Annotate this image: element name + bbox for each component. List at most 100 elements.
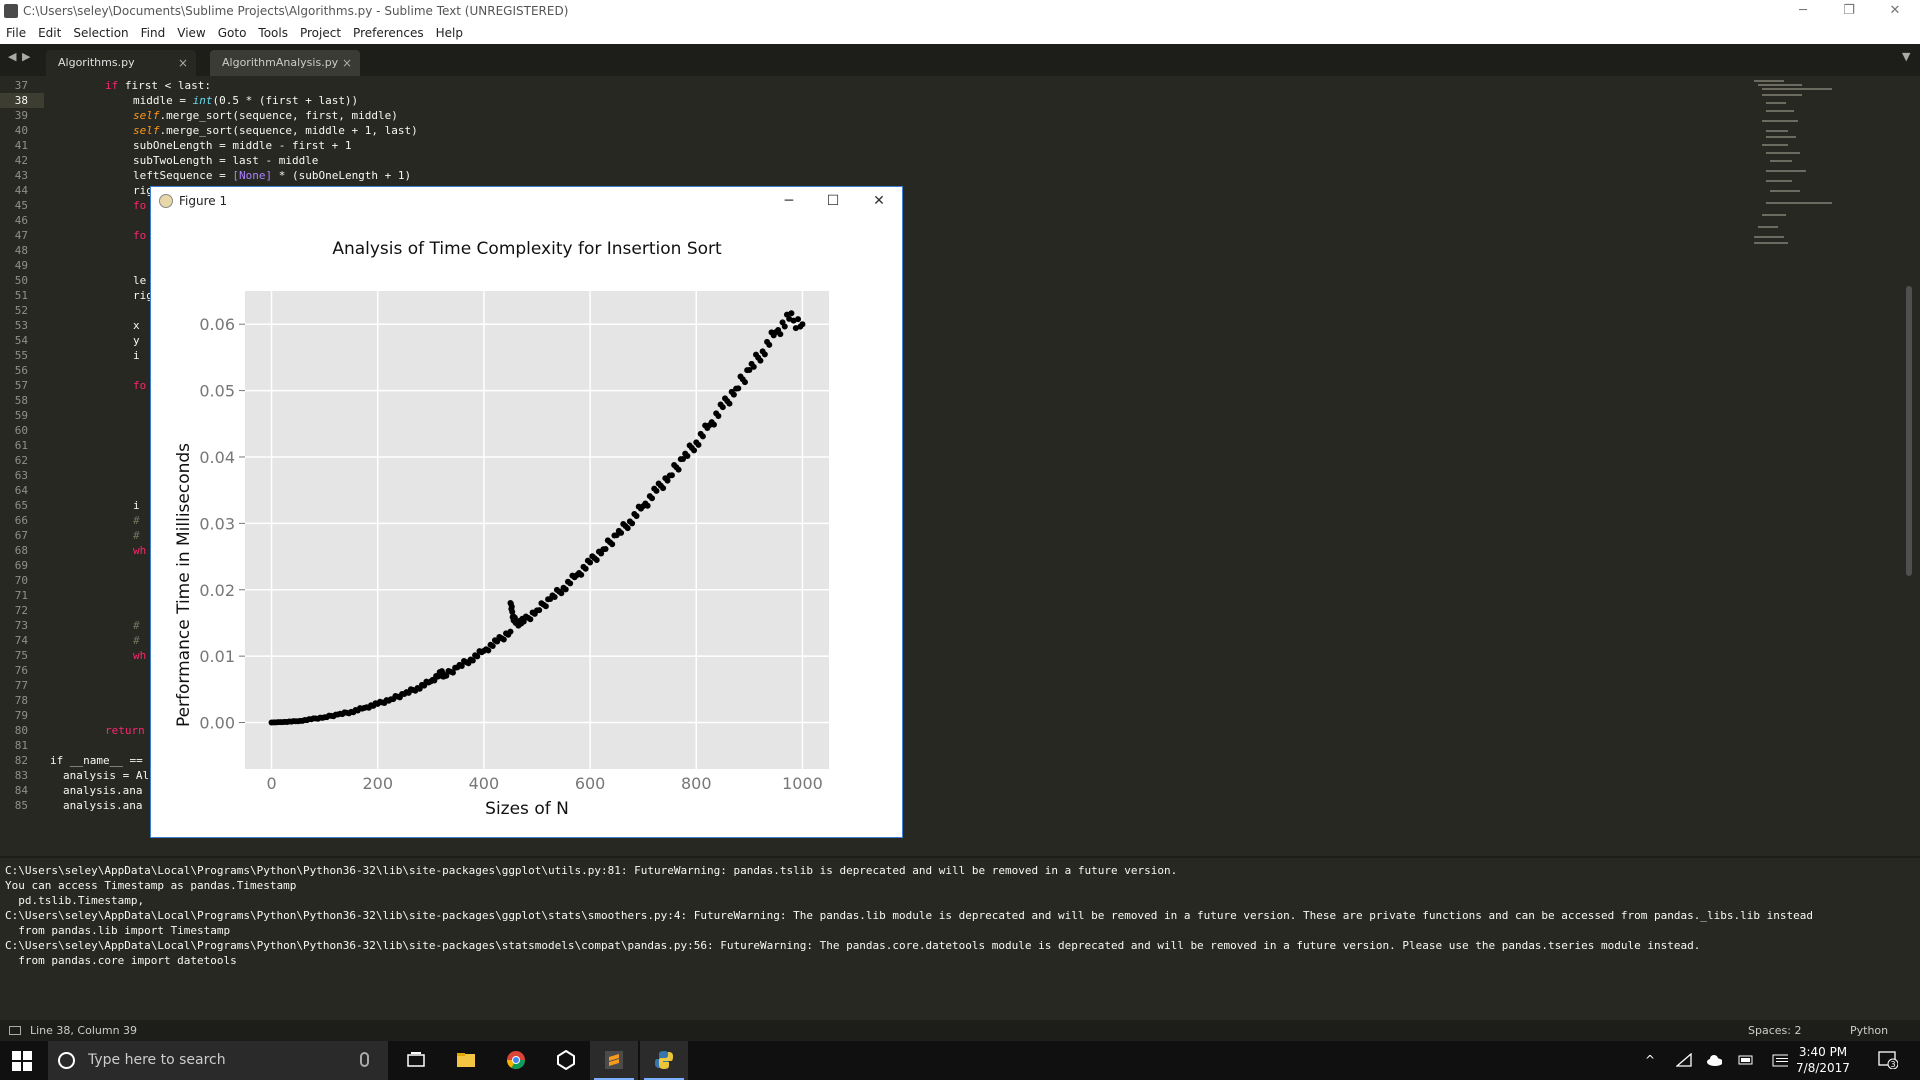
line-number: 72 [14, 604, 28, 617]
network-icon[interactable] [1676, 1053, 1692, 1067]
x-tick-label: 200 [362, 774, 393, 793]
data-point [649, 495, 656, 502]
line-number: 52 [14, 304, 28, 317]
sublime-text-button[interactable] [590, 1041, 638, 1080]
line-number: 79 [14, 709, 28, 722]
tab-forward-icon[interactable]: ▶ [22, 50, 31, 63]
status-bar: Line 38, Column 39 Spaces: 2 Python [0, 1020, 1920, 1041]
data-point [578, 571, 585, 578]
line-number: 67 [14, 529, 28, 542]
line-number: 40 [14, 124, 28, 137]
data-point [593, 556, 600, 563]
minimap[interactable] [1752, 80, 1832, 250]
microphone-icon[interactable] [360, 1052, 369, 1067]
code-line-37: if first < last: [105, 78, 211, 93]
line-number: 61 [14, 439, 28, 452]
y-tick-label: 0.01 [199, 647, 235, 666]
figure-minimize-button[interactable]: ─ [784, 193, 794, 209]
menu-help[interactable]: Help [435, 26, 463, 40]
y-tick-label: 0.06 [199, 315, 235, 334]
python-button[interactable] [640, 1041, 688, 1080]
code-line-40: self.merge_sort(sequence, middle + 1, la… [133, 123, 418, 138]
code-line-82: if __name__ == [50, 754, 143, 767]
search-placeholder: Type here to search [88, 1052, 226, 1068]
unity-button[interactable] [542, 1041, 590, 1080]
self-keyword: self [133, 109, 160, 122]
menu-view[interactable]: View [177, 26, 206, 40]
code-line-51: rig [133, 289, 153, 302]
code-text: first < last: [118, 79, 211, 92]
code-line-38: middle = int(0.5 * (first + last)) [133, 93, 358, 108]
action-center-icon[interactable]: 3 [1878, 1051, 1899, 1070]
tab-algorithms-py[interactable]: Algorithms.py × [46, 50, 196, 76]
tab-overflow-icon[interactable]: ▼ [1902, 50, 1911, 63]
current-line-highlight [0, 93, 44, 108]
chart-title: Analysis of Time Complexity for Insertio… [332, 239, 722, 259]
tab-close-icon[interactable]: × [341, 56, 352, 70]
console-line: from pandas.core import datetools [5, 954, 237, 967]
menu-project[interactable]: Project [299, 26, 342, 40]
figure-maximize-button[interactable]: ☐ [826, 193, 840, 209]
menu-preferences[interactable]: Preferences [353, 26, 424, 40]
line-number: 50 [14, 274, 28, 287]
keyboard-icon[interactable] [1772, 1053, 1788, 1067]
folder-icon [457, 1053, 475, 1067]
code-line-57: fo [133, 379, 147, 392]
line-number: 65 [14, 499, 28, 512]
data-point [489, 643, 496, 650]
figure-titlebar[interactable]: Figure 1 ─ ☐ ✕ [151, 187, 902, 215]
data-point [629, 520, 636, 527]
console-line: C:\Users\seley\AppData\Local\Programs\Py… [5, 864, 1178, 877]
data-point [726, 400, 733, 407]
line-number: 66 [14, 514, 28, 527]
clock-date: 7/8/2017 [1796, 1061, 1850, 1075]
minimize-button[interactable]: ─ [1799, 3, 1807, 18]
console-line: C:\Users\seley\AppData\Local\Programs\Py… [5, 939, 1701, 952]
indentation-setting[interactable]: Spaces: 2 [1748, 1024, 1802, 1037]
system-clock[interactable]: 3:40 PM 7/8/2017 [1790, 1044, 1856, 1076]
menu-file[interactable]: File [6, 26, 27, 40]
data-point [449, 669, 456, 676]
menu-selection[interactable]: Selection [73, 26, 129, 40]
tab-back-icon[interactable]: ◀ [8, 50, 17, 63]
figure-window[interactable]: Figure 1 ─ ☐ ✕ Analysis of Time Complexi… [150, 186, 903, 838]
line-number: 41 [14, 139, 28, 152]
data-point [730, 391, 737, 398]
code-line-66: # [133, 514, 147, 527]
line-number: 69 [14, 559, 28, 572]
code-text: * (subOneLength + 1) [272, 169, 412, 182]
tab-algorithmanalysis-py[interactable]: AlgorithmAnalysis.py × [210, 50, 360, 76]
data-point [458, 662, 465, 669]
task-view-button[interactable] [392, 1041, 440, 1080]
tray-chevron-icon[interactable]: ^ [1644, 1053, 1656, 1067]
menu-find[interactable]: Find [140, 26, 166, 40]
data-point [542, 603, 549, 610]
build-output-console[interactable]: C:\Users\seley\AppData\Local\Programs\Py… [0, 856, 1920, 1022]
taskbar-search-box[interactable]: Type here to search [48, 1041, 388, 1080]
windows-start-icon[interactable] [12, 1051, 32, 1071]
self-keyword: self [133, 124, 160, 137]
data-point [602, 546, 609, 553]
data-point [741, 379, 748, 386]
x-tick-label: 1000 [782, 774, 823, 793]
tab-close-icon[interactable]: × [177, 56, 188, 70]
menu-tools[interactable]: Tools [258, 26, 288, 40]
vertical-scrollbar[interactable] [1906, 286, 1912, 576]
figure-close-button[interactable]: ✕ [873, 193, 885, 209]
syntax-selector[interactable]: Python [1850, 1024, 1889, 1037]
chrome-button[interactable] [492, 1041, 540, 1080]
panel-toggle-icon[interactable] [9, 1026, 21, 1035]
menu-goto[interactable]: Goto [217, 26, 247, 40]
line-number: 70 [14, 574, 28, 587]
battery-icon[interactable] [1738, 1053, 1754, 1067]
restore-button[interactable]: ❐ [1843, 3, 1855, 18]
onedrive-icon[interactable] [1706, 1053, 1722, 1067]
file-explorer-button[interactable] [442, 1041, 490, 1080]
code-line-68: wh [133, 544, 147, 557]
line-number: 38 [14, 94, 28, 107]
line-number: 49 [14, 259, 28, 272]
close-button[interactable]: ✕ [1889, 3, 1901, 18]
line-number: 56 [14, 364, 28, 377]
menu-edit[interactable]: Edit [38, 26, 62, 40]
line-number: 42 [14, 154, 28, 167]
